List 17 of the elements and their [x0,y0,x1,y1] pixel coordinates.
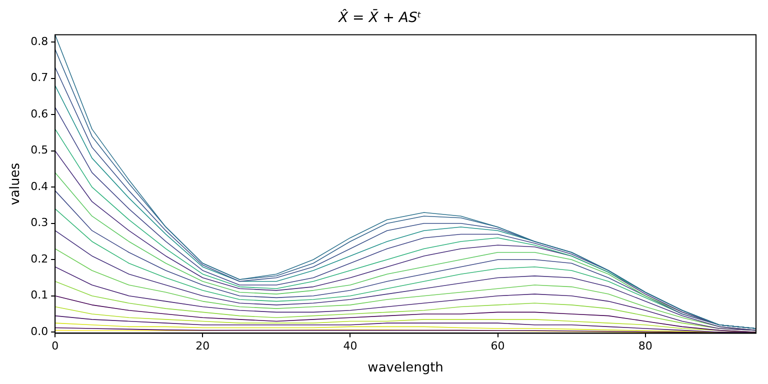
y-tick-label: 0.7 [30,71,48,84]
y-tick-label: 0.2 [30,252,48,266]
chart-title: X̂ = X̄ + ASᵗ [337,8,422,26]
y-tick-label: 0.4 [30,180,48,193]
y-tick-label: 0.8 [30,34,48,48]
x-axis-title: wavelength [368,360,444,376]
x-tick-label: 60 [490,340,505,353]
y-tick-label: 0.3 [30,216,48,230]
x-tick-label: 20 [196,340,210,353]
x-tick-label: 0 [52,340,59,353]
x-tick-label: 80 [638,340,652,353]
y-tick-label: 0.0 [30,324,48,338]
y-tick-label: 0.6 [30,107,48,120]
y-axis-title: values [8,162,24,206]
y-tick-label: 0.1 [30,288,48,302]
x-tick-label: 40 [343,340,358,353]
y-tick-label: 0.5 [30,144,48,157]
